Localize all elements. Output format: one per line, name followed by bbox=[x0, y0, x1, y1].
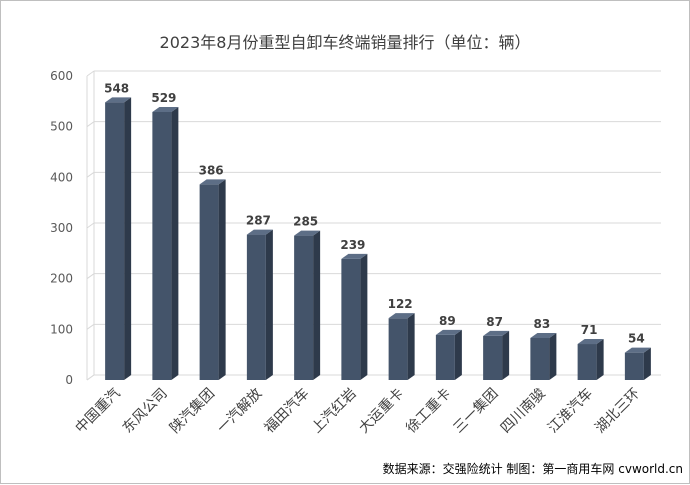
x-tick-label: 陕汽集团 bbox=[166, 385, 218, 437]
y-tick-label: 400 bbox=[50, 170, 73, 184]
x-tick-label: 一汽解放 bbox=[214, 386, 265, 437]
y-tick-label: 600 bbox=[50, 69, 73, 83]
source-note: 数据来源：交强险统计 制图：第一商用车网 cvworld.cn bbox=[382, 462, 683, 476]
bar bbox=[246, 229, 273, 380]
floor-edge bbox=[86, 374, 661, 381]
bar bbox=[388, 313, 415, 380]
bar bbox=[530, 332, 557, 380]
bar bbox=[105, 97, 132, 380]
bar bbox=[577, 339, 604, 380]
gridline-side bbox=[86, 273, 95, 280]
data-label: 54 bbox=[628, 332, 645, 346]
y-tick-label: 100 bbox=[50, 322, 73, 336]
data-label: 285 bbox=[293, 215, 318, 229]
x-tick-label: 江淮汽车 bbox=[544, 385, 596, 437]
data-label: 287 bbox=[246, 214, 271, 228]
x-tick-label: 大运重卡 bbox=[356, 386, 407, 437]
y-tick-label: 200 bbox=[50, 272, 73, 286]
data-label: 529 bbox=[151, 91, 176, 105]
bar bbox=[435, 329, 462, 380]
data-label: 89 bbox=[439, 314, 456, 328]
x-tick-label: 三一集团 bbox=[450, 385, 502, 437]
x-tick-label: 福田汽车 bbox=[261, 385, 313, 437]
bar bbox=[199, 179, 226, 380]
data-label: 87 bbox=[486, 315, 503, 329]
gridline-side bbox=[86, 222, 95, 229]
data-label: 548 bbox=[104, 81, 129, 95]
x-tick-label: 湖北三环 bbox=[592, 386, 643, 437]
bar bbox=[483, 330, 510, 380]
data-label: 122 bbox=[388, 297, 413, 311]
gridline-side bbox=[86, 323, 95, 330]
x-tick-label: 东风公司 bbox=[120, 386, 171, 437]
x-tick-label: 中国重汽 bbox=[73, 386, 124, 437]
y-tick-label: 300 bbox=[50, 221, 73, 235]
data-label: 83 bbox=[534, 317, 551, 331]
chart-title: 2023年8月份重型自卸车终端销量排行（单位：辆） bbox=[159, 33, 531, 52]
data-label: 386 bbox=[199, 163, 224, 177]
bar bbox=[152, 106, 179, 381]
y-tick-label: 0 bbox=[65, 373, 73, 387]
gridline-side bbox=[86, 70, 95, 77]
bar bbox=[624, 347, 651, 380]
x-tick-label: 徐工重卡 bbox=[403, 386, 454, 437]
x-tick-label: 四川南骏 bbox=[498, 386, 549, 437]
data-label: 239 bbox=[340, 238, 365, 252]
x-tick-label: 上汽红岩 bbox=[309, 386, 360, 437]
bar bbox=[341, 253, 368, 380]
gridline-side bbox=[86, 121, 95, 128]
y-tick-label: 500 bbox=[50, 120, 73, 134]
gridline-side bbox=[86, 171, 95, 178]
bar bbox=[294, 230, 321, 380]
data-label: 71 bbox=[581, 323, 598, 337]
